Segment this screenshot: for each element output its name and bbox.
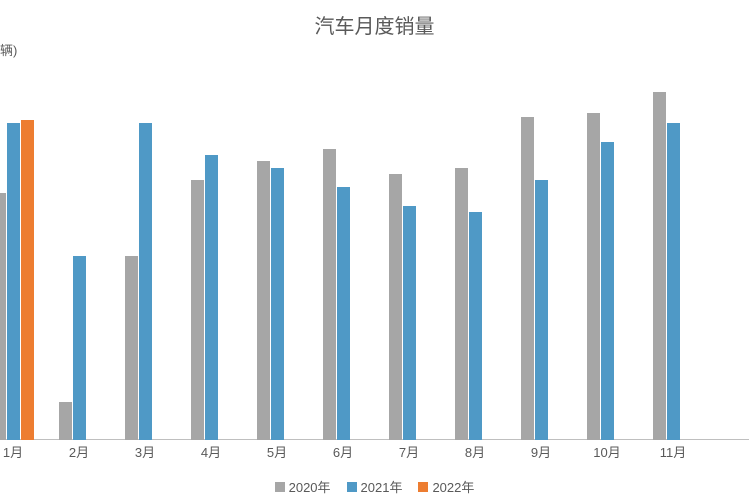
bar xyxy=(403,206,416,440)
x-tick-label: 2月 xyxy=(49,442,109,461)
bar xyxy=(59,402,72,440)
x-tick-label: 7月 xyxy=(379,442,439,461)
bar xyxy=(601,142,614,440)
legend-swatch xyxy=(418,482,428,492)
x-tick-label: 4月 xyxy=(181,442,241,461)
bar xyxy=(205,155,218,440)
legend-label: 2020年 xyxy=(289,480,331,495)
bar xyxy=(323,149,336,440)
legend-label: 2021年 xyxy=(361,480,403,495)
bar xyxy=(653,92,666,440)
legend-swatch xyxy=(347,482,357,492)
bar xyxy=(667,123,680,440)
y-axis-label-fragment: 辆) xyxy=(0,40,17,59)
bar xyxy=(587,113,600,440)
legend: 2020年 2021年 2022年 xyxy=(0,477,749,496)
bar xyxy=(191,180,204,440)
bar xyxy=(535,180,548,440)
bar xyxy=(455,168,468,440)
bar xyxy=(337,187,350,440)
chart-title: 汽车月度销量 xyxy=(0,10,749,39)
legend-item: 2021年 xyxy=(347,477,403,496)
bar xyxy=(389,174,402,440)
bar xyxy=(521,117,534,440)
bar xyxy=(21,120,34,440)
x-tick-label: 9月 xyxy=(511,442,571,461)
x-tick-label: 8月 xyxy=(445,442,505,461)
bar xyxy=(271,168,284,440)
plot-area: 1月2月3月4月5月6月7月8月9月10月11月 xyxy=(0,60,749,440)
x-tick-label: 5月 xyxy=(247,442,307,461)
bar xyxy=(125,256,138,440)
bar xyxy=(7,123,20,440)
legend-label: 2022年 xyxy=(432,480,474,495)
x-tick-label: 11月 xyxy=(643,442,703,461)
bar xyxy=(257,161,270,440)
x-tick-label: 3月 xyxy=(115,442,175,461)
bar xyxy=(469,212,482,440)
x-axis-line xyxy=(0,439,749,440)
bar xyxy=(73,256,86,440)
legend-swatch xyxy=(275,482,285,492)
bar xyxy=(0,193,6,440)
x-tick-label: 6月 xyxy=(313,442,373,461)
legend-item: 2022年 xyxy=(418,477,474,496)
x-tick-label: 10月 xyxy=(577,442,637,461)
legend-item: 2020年 xyxy=(275,477,331,496)
x-tick-label: 1月 xyxy=(0,442,43,461)
bar xyxy=(139,123,152,440)
